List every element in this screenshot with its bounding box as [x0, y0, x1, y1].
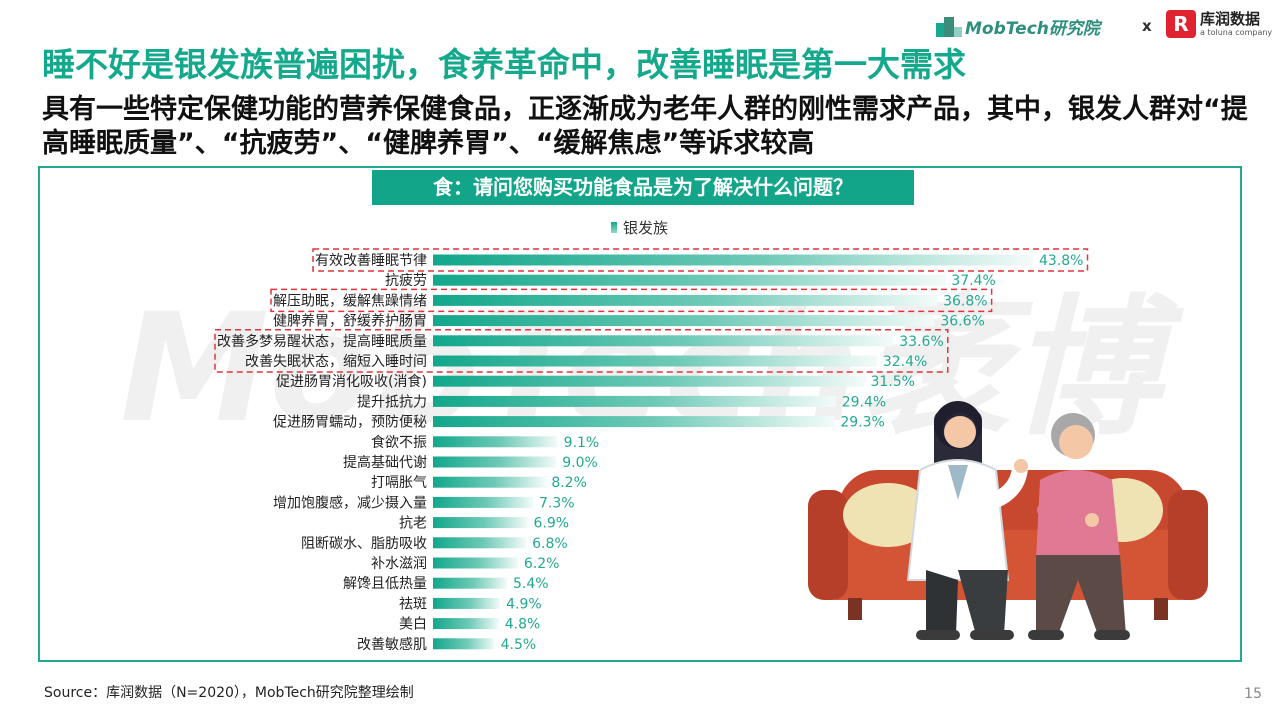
value-label-7: 29.4%: [842, 394, 886, 410]
bar-19: [433, 638, 495, 650]
value-label-13: 6.9%: [534, 516, 570, 532]
category-label-18: 美白: [399, 617, 427, 633]
bar-18: [433, 618, 499, 630]
kurun-logo: R 库润数据 a toluna company: [1166, 10, 1272, 38]
category-label-13: 抗老: [399, 516, 427, 532]
sofa-left-arm: [808, 490, 848, 600]
category-label-16: 解馋且低热量: [343, 576, 427, 592]
page-subtitle: 具有一些特定保健功能的营养保健食品，正逐渐成为老年人群的刚性需求产品，其中，银发…: [42, 94, 1248, 159]
chart-title: 食：请问您购买功能食品是为了解决什么问题？: [372, 170, 914, 205]
mobtech-logo-icon: [936, 16, 962, 37]
value-label-16: 5.4%: [513, 576, 549, 592]
category-label-0: 有效改善睡眠节律: [315, 253, 427, 269]
category-label-9: 食欲不振: [371, 434, 427, 451]
category-label-12: 增加饱腹感，减少摄入量: [273, 494, 427, 511]
patient-face: [1059, 425, 1093, 459]
value-label-10: 9.0%: [562, 455, 598, 471]
highlight-box-2: [214, 329, 949, 373]
value-label-3: 36.6%: [940, 314, 984, 330]
page-title: 睡不好是银发族普遍困扰，食养革命中，改善睡眠是第一大需求: [42, 45, 966, 84]
value-label-4: 33.6%: [899, 334, 943, 350]
chart-frame: [38, 166, 1242, 662]
bar-7: [433, 395, 836, 407]
category-label-14: 阻断碳水、脂肪吸收: [301, 536, 427, 552]
bar-2: [433, 294, 938, 306]
category-label-8: 促进肠胃蠕动，预防便秘: [273, 415, 427, 431]
bar-14: [433, 537, 527, 549]
bar-15: [433, 557, 518, 569]
cushion-left: [843, 483, 933, 547]
kurun-logo-subtext: a toluna company: [1200, 27, 1273, 37]
category-label-15: 补水滋润: [371, 556, 427, 572]
category-label-3: 健脾养胃，舒缓养护肠胃: [273, 314, 427, 330]
bar-17: [433, 597, 501, 609]
category-label-10: 提高基础代谢: [343, 454, 427, 471]
value-label-11: 8.2%: [551, 475, 587, 491]
mobtech-logo: MobTech研究院: [936, 14, 1100, 39]
value-label-5: 32.4%: [883, 354, 927, 370]
bar-11: [433, 476, 546, 488]
legend-label: 银发族: [623, 219, 669, 237]
value-label-6: 31.5%: [871, 374, 915, 390]
category-label-5: 改善失眠状态，缩短入睡时间: [245, 354, 427, 370]
kurun-logo-icon: R: [1166, 10, 1196, 38]
category-label-6: 促进肠胃消化吸收(消食): [276, 373, 427, 390]
bar-13: [433, 517, 528, 529]
patient-sweater: [1036, 470, 1120, 560]
value-label-19: 4.5%: [501, 637, 537, 653]
value-label-15: 6.2%: [524, 556, 560, 572]
value-label-9: 9.1%: [564, 435, 600, 451]
bar-1: [433, 274, 946, 286]
source-note: Source：库润数据（N=2020），MobTech研究院整理绘制: [44, 685, 414, 701]
kurun-logo-text: 库润数据: [1200, 9, 1261, 28]
bar-9: [433, 436, 558, 448]
value-label-14: 6.8%: [532, 536, 568, 552]
highlight-box-1: [270, 288, 993, 313]
header-logos: MobTech研究院 x R 库润数据 a toluna company: [936, 8, 1276, 42]
value-label-18: 4.8%: [505, 617, 541, 633]
legend-swatch: [611, 222, 617, 233]
bar-12: [433, 496, 533, 508]
mobtech-logo-text: MobTech研究院: [965, 19, 1100, 39]
category-label-7: 提升抵抗力: [357, 394, 427, 410]
category-label-19: 改善敏感肌: [357, 636, 427, 653]
value-label-2: 36.8%: [943, 293, 987, 309]
chart-legend: 银发族: [611, 217, 668, 238]
bar-5: [433, 355, 877, 367]
value-label-1: 37.4%: [951, 273, 995, 289]
category-label-17: 祛斑: [399, 596, 427, 612]
value-label-8: 29.3%: [840, 415, 884, 431]
bar-4: [433, 335, 894, 347]
patient-legs: [1036, 555, 1126, 635]
bar-0: [433, 254, 1033, 266]
value-label-17: 4.9%: [506, 596, 542, 612]
doctor-patient-illustration: [808, 401, 1208, 640]
category-label-1: 抗疲劳: [385, 272, 427, 289]
bar-16: [433, 577, 507, 589]
doctor-coat: [906, 459, 1010, 581]
logo-separator: x: [1142, 17, 1152, 35]
value-label-12: 7.3%: [539, 495, 575, 511]
bar-6: [433, 375, 865, 387]
page-number: 15: [1244, 686, 1262, 702]
doctor-legs: [926, 570, 958, 635]
bar-10: [433, 456, 557, 468]
bar-3: [433, 315, 935, 327]
highlight-box-0: [312, 248, 1089, 272]
category-label-11: 打嗝胀气: [371, 474, 427, 491]
bar-8: [433, 416, 835, 428]
value-label-0: 43.8%: [1039, 253, 1083, 269]
category-label-2: 解压助眠，缓解焦躁情绪: [273, 293, 427, 309]
sofa-right-arm: [1168, 490, 1208, 600]
category-label-4: 改善多梦易醒状态，提高睡眠质量: [217, 333, 427, 350]
